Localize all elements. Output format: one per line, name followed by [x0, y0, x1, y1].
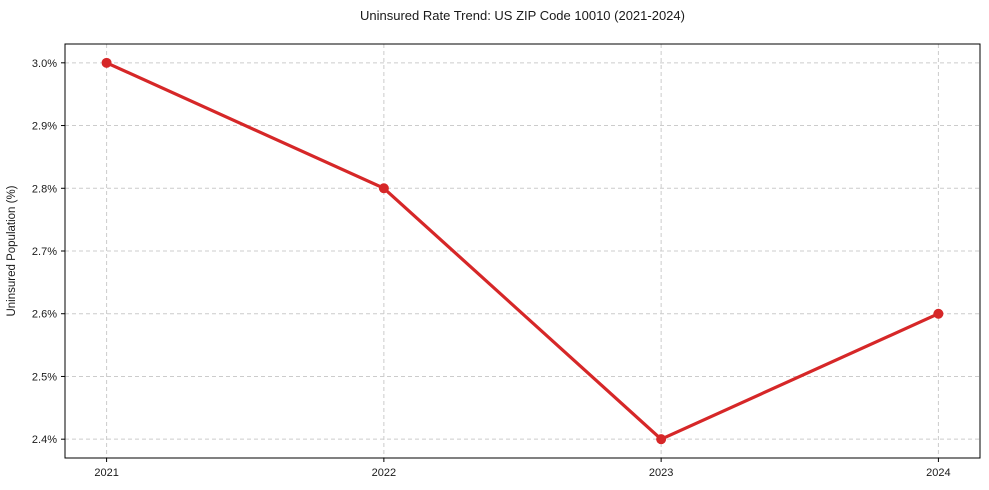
data-point-marker [101, 57, 112, 68]
data-point-marker [656, 434, 667, 445]
chart-title: Uninsured Rate Trend: US ZIP Code 10010 … [360, 8, 685, 23]
data-point-marker [378, 183, 389, 194]
trend-line [104, 61, 941, 441]
x-tick-label: 2021 [94, 467, 118, 479]
y-tick-label: 2.6% [32, 309, 57, 321]
y-tick-label: 2.4% [32, 434, 57, 446]
x-tick-label: 2023 [649, 467, 673, 479]
x-tick-label: 2024 [926, 467, 950, 479]
y-tick-label: 2.7% [32, 246, 57, 258]
y-tick-label: 2.9% [32, 121, 57, 133]
data-point-marker [933, 308, 944, 319]
x-tick-label: 2022 [372, 467, 396, 479]
y-tick-label: 2.5% [32, 371, 57, 383]
y-tick-label: 3.0% [32, 58, 57, 70]
y-tick-label: 2.8% [32, 183, 57, 195]
